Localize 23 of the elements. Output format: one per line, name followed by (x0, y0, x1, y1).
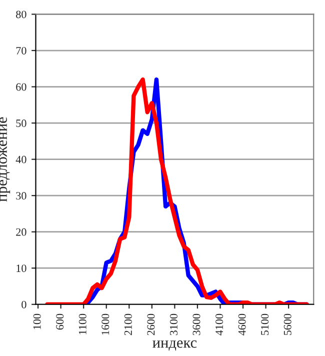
x-tick-label: 1100 (78, 314, 86, 334)
y-tick-label: 10 (16, 264, 26, 272)
x-tick-label: 1600 (102, 314, 110, 335)
y-tick-label: 20 (16, 228, 26, 236)
x-tick-label: 5100 (261, 314, 269, 335)
x-axis-title: индекс (152, 340, 197, 351)
x-tick-label: 3600 (192, 314, 200, 336)
x-tick-label: 5600 (284, 314, 292, 335)
y-tick-label: 60 (16, 83, 26, 91)
x-tick-label: 4100 (216, 314, 224, 336)
y-tick-label: 70 (16, 46, 26, 54)
x-tick-label: 100 (33, 314, 41, 330)
y-tick-label: 30 (16, 192, 26, 200)
y-tick-label: 40 (16, 156, 26, 164)
x-tick-label: 2100 (124, 314, 132, 336)
x-tick-label: 2600 (147, 314, 155, 336)
y-tick-label: 0 (22, 300, 26, 308)
x-tick-label: 3100 (170, 314, 178, 336)
x-tick-label: 4600 (238, 314, 246, 336)
y-axis-title: предложение (0, 117, 10, 202)
x-tick-label: 600 (56, 314, 64, 330)
y-tick-label: 50 (16, 120, 26, 128)
y-tick-label: 80 (16, 10, 26, 18)
